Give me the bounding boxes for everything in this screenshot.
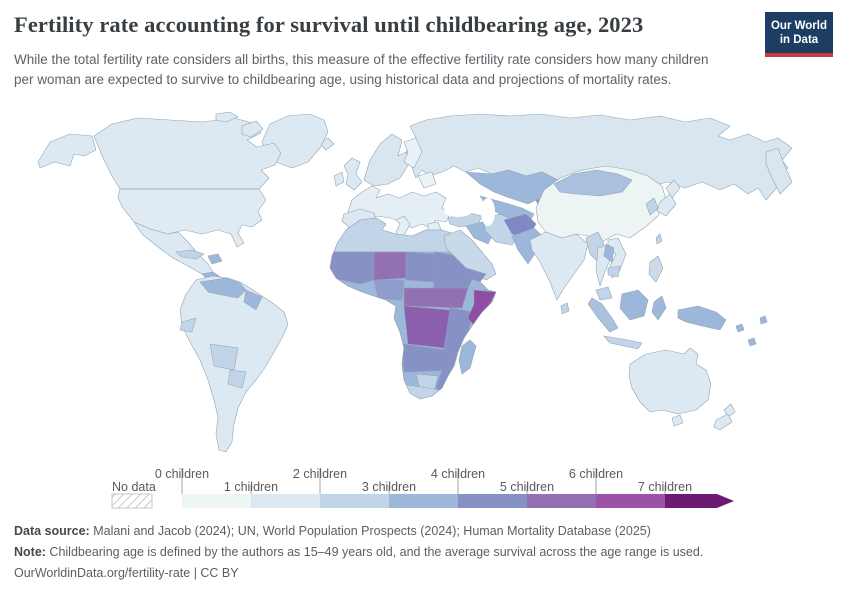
legend-no-data-swatch[interactable] <box>111 493 153 509</box>
data-source-label: Data source: <box>14 524 90 538</box>
region-java[interactable] <box>603 335 643 350</box>
region-pacific-islands[interactable] <box>735 315 768 347</box>
data-source-line: Data source: Malani and Jacob (2024); UN… <box>14 521 703 542</box>
owid-logo-line2: in Data <box>779 34 819 47</box>
region-ecuador[interactable] <box>179 317 197 333</box>
region-car-south-sudan[interactable] <box>403 287 469 309</box>
region-drc[interactable] <box>403 305 451 349</box>
legend-label-2: 2 children <box>293 467 347 481</box>
region-arabia[interactable] <box>443 229 497 281</box>
map-legend: No data 0 children 1 children 2 children… <box>111 467 734 509</box>
legend-bin-3[interactable] <box>389 494 458 508</box>
region-guyana-suriname[interactable] <box>243 289 263 311</box>
region-laos[interactable] <box>603 243 615 263</box>
legend-bin-0[interactable] <box>182 494 251 508</box>
region-cambodia[interactable] <box>607 265 621 278</box>
region-borneo[interactable] <box>619 289 649 321</box>
legend-bin-6[interactable] <box>596 494 665 508</box>
region-paraguay[interactable] <box>227 369 247 389</box>
legend-bin-5[interactable] <box>527 494 596 508</box>
owid-url-link[interactable]: OurWorldinData.org/fertility-rate | CC B… <box>14 565 239 580</box>
region-philippines[interactable] <box>648 255 664 283</box>
legend-bin-7-arrow[interactable] <box>665 494 734 508</box>
region-sumatra[interactable] <box>587 297 619 333</box>
legend-bin-4[interactable] <box>458 494 527 508</box>
legend-bin-1[interactable] <box>251 494 320 508</box>
region-malaysia[interactable] <box>595 286 613 301</box>
data-source-text: Malani and Jacob (2024); UN, World Popul… <box>89 524 651 538</box>
region-niger[interactable] <box>373 251 407 281</box>
region-new-guinea[interactable] <box>677 305 727 331</box>
region-kamchatka[interactable] <box>765 147 793 195</box>
region-ireland[interactable] <box>333 171 345 187</box>
region-tasmania[interactable] <box>671 414 684 427</box>
caspian-sea <box>481 198 495 226</box>
region-japan-south[interactable] <box>656 193 677 217</box>
region-nigeria[interactable] <box>373 279 405 301</box>
page-title: Fertility rate accounting for survival u… <box>14 12 644 37</box>
region-baltics-belarus[interactable] <box>417 171 437 189</box>
legend-label-3: 3 children <box>362 480 416 494</box>
owid-logo-line1: Our World <box>770 20 827 32</box>
region-sulawesi[interactable] <box>651 295 667 321</box>
legend-label-5: 5 children <box>500 480 554 494</box>
legend-label-6: 6 children <box>569 467 623 481</box>
region-new-zealand-south[interactable] <box>713 413 733 431</box>
region-canada-arctic-islands[interactable] <box>215 112 264 138</box>
owid-logo[interactable]: Our World in Data <box>765 12 833 57</box>
region-scandinavia[interactable] <box>363 133 411 187</box>
black-sea <box>444 205 472 217</box>
attribution-line: OurWorldinData.org/fertility-rate | CC B… <box>14 563 703 584</box>
region-hispaniola[interactable] <box>207 253 223 265</box>
region-usa[interactable] <box>117 188 267 248</box>
region-cuba[interactable] <box>175 249 205 260</box>
region-india[interactable] <box>529 231 589 301</box>
chart-footer: Data source: Malani and Jacob (2024); UN… <box>14 521 703 583</box>
chart-subtitle: While the total fertility rate considers… <box>14 52 709 87</box>
region-finland[interactable] <box>403 137 423 169</box>
region-venezuela[interactable] <box>199 277 247 299</box>
region-bolivia[interactable] <box>209 343 239 371</box>
region-uk[interactable] <box>343 157 363 191</box>
legend-bin-2[interactable] <box>320 494 389 508</box>
note-label: Note: <box>14 544 46 559</box>
region-yemen[interactable] <box>463 267 487 283</box>
region-australia[interactable] <box>628 347 712 415</box>
world-choropleth-map <box>37 112 793 453</box>
region-madagascar[interactable] <box>458 339 477 375</box>
legend-no-data-label: No data <box>112 480 156 494</box>
region-mauritania-mali[interactable] <box>324 251 375 285</box>
legend-label-0: 0 children <box>155 467 209 481</box>
region-mongolia[interactable] <box>553 169 633 197</box>
region-chad[interactable] <box>405 251 435 283</box>
region-alaska[interactable] <box>37 133 97 169</box>
region-sri-lanka[interactable] <box>560 302 570 315</box>
legend-label-4: 4 children <box>431 467 485 481</box>
note-line: Note: Childbearing age is defined by the… <box>14 542 703 563</box>
legend-label-7: 7 children <box>638 480 692 494</box>
note-text: Childbearing age is defined by the autho… <box>45 544 704 559</box>
legend-label-1: 1 children <box>224 480 278 494</box>
region-mexico[interactable] <box>133 221 214 275</box>
region-taiwan[interactable] <box>655 233 663 245</box>
